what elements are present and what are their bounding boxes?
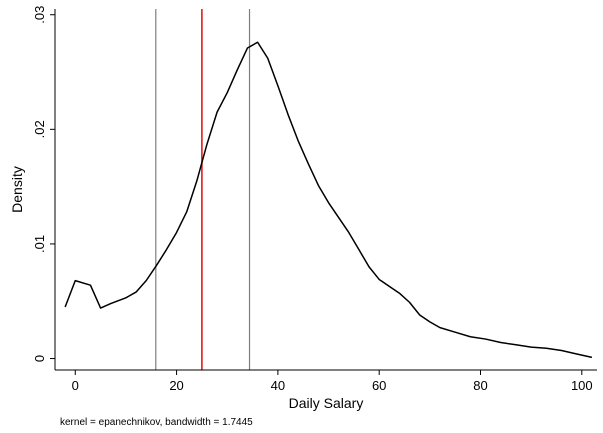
x-tick-label: 0 bbox=[72, 378, 79, 393]
density-curve bbox=[64, 41, 593, 359]
y-tick-label: .01 bbox=[32, 235, 47, 253]
x-tick-label: 60 bbox=[372, 378, 386, 393]
x-tick-label: 100 bbox=[571, 378, 593, 393]
y-axis-title: Density bbox=[9, 166, 25, 213]
y-tick-label: .02 bbox=[32, 120, 47, 138]
x-tick-label: 40 bbox=[271, 378, 285, 393]
axes: 0 20 40 60 80 100 0 .01 .02 .03 bbox=[32, 6, 597, 393]
y-tick-label: .03 bbox=[32, 6, 47, 24]
y-tick-label: 0 bbox=[32, 355, 47, 362]
x-axis-title: Daily Salary bbox=[289, 395, 364, 411]
x-tick-label: 20 bbox=[169, 378, 183, 393]
kernel-note: kernel = epanechnikov, bandwidth = 1.744… bbox=[60, 417, 253, 428]
x-tick-label: 80 bbox=[473, 378, 487, 393]
reference-lines bbox=[155, 9, 251, 370]
